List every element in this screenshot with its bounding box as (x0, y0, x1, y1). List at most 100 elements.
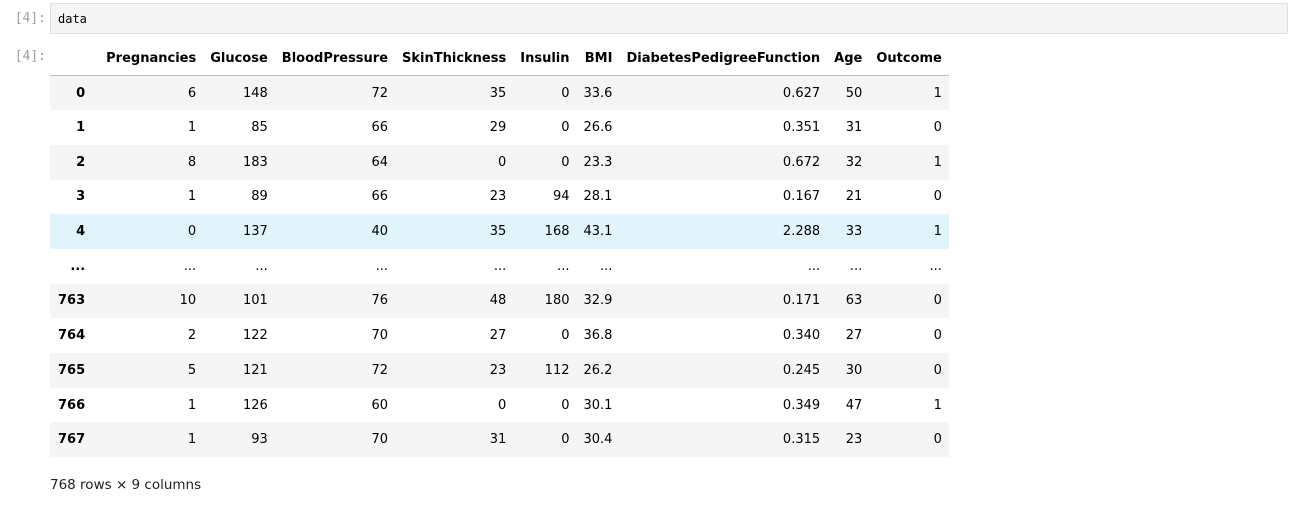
table-cell: 0 (497, 397, 507, 413)
column-header-skinthickness: SkinThickness (395, 42, 514, 76)
table-cell: 0 (561, 85, 570, 101)
table-cell: ... (375, 258, 389, 274)
table-cell: 121 (242, 362, 268, 378)
table-cell: ... (493, 258, 507, 274)
table-cell: 0.167 (782, 189, 821, 205)
row-index: 3 (76, 189, 86, 205)
table-cell: 32.9 (583, 293, 613, 309)
row-index: 4 (76, 224, 86, 240)
table-cell: ... (557, 258, 570, 274)
table-header-row: Pregnancies Glucose BloodPressure SkinTh… (50, 42, 949, 76)
table-row: 4 0 137 40 35 168 43.1 2.288 33 1 (50, 214, 949, 249)
column-header-bmi: BMI (576, 42, 620, 76)
table-cell: 0 (561, 432, 570, 448)
column-header-pregnancies: Pregnancies (99, 42, 204, 76)
table-cell: 2.288 (782, 224, 821, 240)
table-cell: 0 (933, 432, 942, 448)
table-cell: 70 (371, 432, 389, 448)
table-cell: 0 (497, 154, 507, 170)
table-cell: 6 (187, 85, 197, 101)
table-cell: 63 (845, 293, 863, 309)
row-index: 764 (58, 328, 86, 344)
table-cell: 0.349 (782, 397, 821, 413)
table-row: 1 1 85 66 29 0 26.6 0.351 31 0 (50, 110, 949, 145)
table-cell: 93 (251, 432, 268, 448)
table-cell: 0 (561, 397, 570, 413)
table-cell: 35 (489, 85, 507, 101)
index-header (50, 42, 100, 76)
row-index: ... (70, 258, 86, 274)
table-cell: 23 (489, 362, 507, 378)
table-cell: 183 (242, 154, 268, 170)
table-cell: 0.340 (782, 328, 821, 344)
table-cell: 0 (933, 120, 942, 136)
code-input-editor[interactable]: data (50, 3, 1288, 34)
table-cell: ... (600, 258, 613, 274)
table-cell: 33 (845, 224, 863, 240)
table-cell: 0 (933, 189, 942, 205)
code-text[interactable]: data (58, 12, 87, 26)
table-cell: 0 (187, 224, 197, 240)
table-row: 764 2 122 70 27 0 36.8 0.340 27 0 (50, 318, 949, 353)
table-cell: 72 (371, 85, 389, 101)
table-cell: 122 (242, 328, 268, 344)
table-row: .............................. (50, 248, 949, 284)
row-index: 766 (58, 397, 86, 413)
table-cell: 85 (251, 120, 268, 136)
table-cell: 101 (242, 293, 268, 309)
table-body: 0 6 148 72 35 0 33.6 0.627 50 1 1 1 85 66 29 0 26.6 0.351… (50, 75, 949, 458)
table-cell: 0 (561, 120, 570, 136)
table-cell: 8 (187, 154, 197, 170)
table-cell: 47 (845, 397, 863, 413)
table-cell: ... (929, 258, 942, 274)
table-cell: 27 (489, 328, 507, 344)
table-cell: 0 (933, 362, 942, 378)
table-cell: 60 (371, 397, 389, 413)
table-cell: 168 (544, 224, 570, 240)
column-header-bloodpressure: BloodPressure (274, 42, 396, 76)
table-row: 767 1 93 70 31 0 30.4 0.315 23 0 (50, 422, 949, 458)
table-cell: 30.1 (583, 397, 613, 413)
table-cell: 0.245 (782, 362, 821, 378)
column-header-glucose: Glucose (203, 42, 275, 76)
table-cell: 1 (187, 120, 197, 136)
table-cell: 66 (371, 120, 389, 136)
table-cell: 30 (845, 362, 863, 378)
table-cell: 31 (489, 432, 507, 448)
table-cell: 32 (845, 154, 863, 170)
table-cell: 76 (371, 293, 389, 309)
table-cell: 66 (371, 189, 389, 205)
table-cell: 43.1 (583, 224, 613, 240)
table-cell: 50 (845, 85, 863, 101)
row-index: 765 (58, 362, 86, 378)
table-cell: 33.6 (583, 85, 613, 101)
table-cell: 1 (933, 224, 942, 240)
table-cell: 0.171 (782, 293, 821, 309)
table-cell: 30.4 (583, 432, 613, 448)
table-cell: ... (183, 258, 197, 274)
table-cell: 0 (561, 328, 570, 344)
table-cell: 23 (845, 432, 863, 448)
output-prompt: [4]: (14, 49, 46, 64)
row-index: 2 (76, 154, 86, 170)
table-cell: 23.3 (583, 154, 613, 170)
table-row: 2 8 183 64 0 0 23.3 0.672 32 1 (50, 144, 949, 180)
table-cell: 0.315 (782, 432, 821, 448)
table-row: 765 5 121 72 23 112 26.2 0.245 30 0 (50, 353, 949, 388)
table-shape-summary: 768 rows × 9 columns (50, 477, 202, 493)
table-cell: 36.8 (583, 328, 613, 344)
table-cell: 40 (371, 224, 389, 240)
row-index: 763 (58, 293, 86, 309)
table-cell: 1 (187, 432, 197, 448)
table-cell: 180 (544, 293, 570, 309)
table-cell: 0.627 (782, 85, 821, 101)
table-cell: ... (255, 258, 268, 274)
dataframe-table: Pregnancies Glucose BloodPressure SkinTh… (50, 42, 949, 458)
row-index: 1 (76, 120, 86, 136)
table-row: 766 1 126 60 0 0 30.1 0.349 47 1 (50, 387, 949, 423)
input-prompt: [4]: (14, 11, 46, 26)
table-cell: 0.672 (782, 154, 821, 170)
table-cell: 1 (933, 397, 942, 413)
table-cell: 35 (489, 224, 507, 240)
table-cell: 28.1 (583, 189, 613, 205)
